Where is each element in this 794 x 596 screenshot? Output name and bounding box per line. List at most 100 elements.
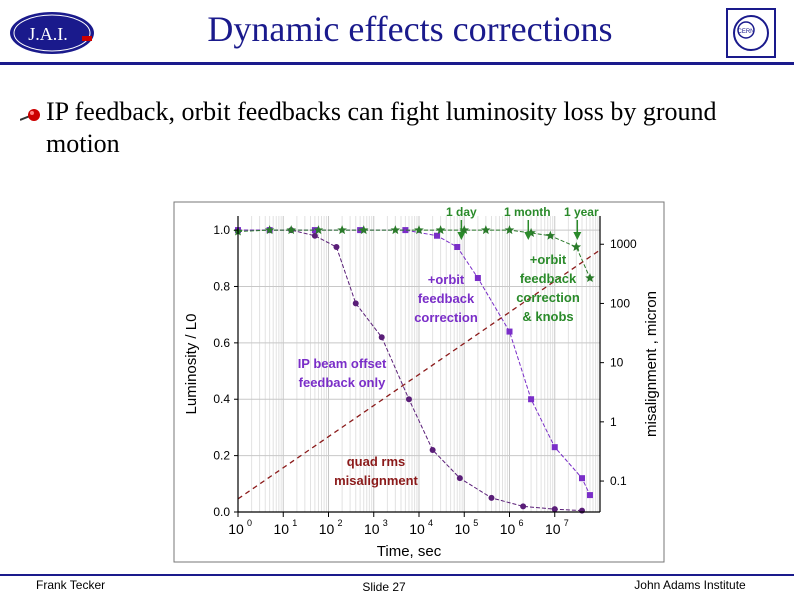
x-tick-exponent: 5 xyxy=(473,518,478,528)
luminosity-chart: 0.00.20.40.60.81.010 0 10 1 10 2 10 3 10 4 10 5 10 6 1… xyxy=(173,201,665,563)
series-label: feedback xyxy=(418,291,475,306)
data-point xyxy=(578,507,585,514)
data-point xyxy=(378,334,385,341)
y-tick-label: 0.8 xyxy=(213,279,230,293)
annotation-arrowhead xyxy=(457,232,466,240)
series-label: correction xyxy=(516,290,580,305)
data-point xyxy=(481,225,491,235)
data-point xyxy=(571,242,582,252)
series-label: misalignment xyxy=(334,473,418,488)
slide-title: Dynamic effects corrections xyxy=(207,9,613,49)
x-tick-exponent: 0 xyxy=(247,518,252,528)
svg-text:CERN: CERN xyxy=(737,29,754,35)
data-point xyxy=(454,244,461,251)
x-tick-exponent: 4 xyxy=(428,518,433,528)
x-tick-label: 10 xyxy=(319,521,335,537)
series-label: feedback xyxy=(520,271,577,286)
footer-slide-number: Slide 27 xyxy=(362,580,406,594)
x-tick-exponent: 7 xyxy=(564,518,569,528)
x-tick-exponent: 3 xyxy=(383,518,388,528)
data-point xyxy=(358,225,369,235)
data-point xyxy=(459,225,470,235)
y2-tick-label: 1000 xyxy=(610,237,637,251)
title-divider xyxy=(0,62,794,65)
data-point xyxy=(586,492,593,499)
y-axis-title: Luminosity / L0 xyxy=(183,314,200,415)
data-point xyxy=(585,273,595,283)
data-point xyxy=(520,503,527,510)
data-point xyxy=(435,225,446,235)
data-point xyxy=(545,230,556,240)
jai-logo: J.A.I. xyxy=(10,12,94,54)
data-point xyxy=(286,225,296,235)
x-tick-exponent: 6 xyxy=(519,518,524,528)
labels: 1 day 1 month 1 year IP beam offset feedback… xyxy=(298,205,599,488)
data-point xyxy=(506,328,513,335)
y2-tick-label: 100 xyxy=(610,296,630,310)
data-point xyxy=(528,396,535,403)
cern-logo: CERN xyxy=(726,8,776,58)
data-point xyxy=(551,444,558,451)
series xyxy=(233,225,601,514)
data-point xyxy=(405,396,412,403)
series-label: quad rms xyxy=(347,454,406,469)
series-line-misalignment xyxy=(237,249,601,500)
y2-tick-label: 1 xyxy=(610,415,617,429)
y-tick-label: 0.6 xyxy=(213,336,230,350)
x-tick-label: 10 xyxy=(273,521,289,537)
data-point xyxy=(504,225,515,235)
data-point xyxy=(311,227,318,234)
x-tick-exponent: 1 xyxy=(292,518,297,528)
data-point xyxy=(352,300,359,307)
series-label: feedback only xyxy=(299,375,386,390)
x-tick-label: 10 xyxy=(500,521,516,537)
series-label: IP beam offset xyxy=(298,356,387,371)
series-line-1 xyxy=(238,229,583,512)
series-label: +orbit xyxy=(428,272,465,287)
data-point xyxy=(337,225,347,235)
data-point xyxy=(434,232,441,239)
annotation-label: 1 day xyxy=(446,205,477,219)
series-label: & knobs xyxy=(522,309,573,324)
series-label: correction xyxy=(414,310,478,325)
data-point xyxy=(414,225,424,235)
data-point xyxy=(429,446,436,453)
y2-axis-title: misalignment , micron xyxy=(643,291,660,437)
data-point xyxy=(333,244,340,251)
bullet-text: IP feedback, orbit feedbacks can fight l… xyxy=(46,97,717,158)
series-label: +orbit xyxy=(530,252,567,267)
data-point xyxy=(551,506,558,513)
footer-author: Frank Tecker xyxy=(36,578,106,592)
y-tick-label: 0.0 xyxy=(213,505,230,519)
x-axis-title: Time, sec xyxy=(377,543,442,560)
data-point xyxy=(474,275,481,282)
data-point xyxy=(488,494,495,501)
y-tick-label: 0.4 xyxy=(213,392,230,406)
data-point xyxy=(402,227,409,234)
annotation-label: 1 year xyxy=(564,205,599,219)
data-point xyxy=(313,225,324,235)
x-tick-label: 10 xyxy=(364,521,380,537)
footer-institute: John Adams Institute xyxy=(634,578,746,592)
x-tick-label: 10 xyxy=(545,521,561,537)
x-tick-label: 10 xyxy=(454,521,470,537)
annotation-label: 1 month xyxy=(504,205,551,219)
bullet-icon xyxy=(20,109,40,121)
data-point xyxy=(456,475,463,482)
y-tick-label: 1.0 xyxy=(213,223,230,237)
x-tick-exponent: 2 xyxy=(338,518,343,528)
y-tick-label: 0.2 xyxy=(213,449,230,463)
data-point xyxy=(311,232,318,239)
data-point xyxy=(390,225,401,235)
axes: 0.00.20.40.60.81.010 0 10 1 10 2 10 3 10 4 10 5 10 6 1… xyxy=(183,216,660,560)
series-line-3 xyxy=(237,229,591,279)
annotation-arrowhead xyxy=(573,232,582,240)
grid xyxy=(237,216,600,513)
footer-divider xyxy=(0,574,794,576)
y2-tick-label: 10 xyxy=(610,356,624,370)
x-tick-label: 10 xyxy=(228,521,244,537)
x-tick-label: 10 xyxy=(409,521,425,537)
y2-tick-label: 0.1 xyxy=(610,474,627,488)
data-point xyxy=(264,225,275,235)
data-point xyxy=(578,475,585,482)
